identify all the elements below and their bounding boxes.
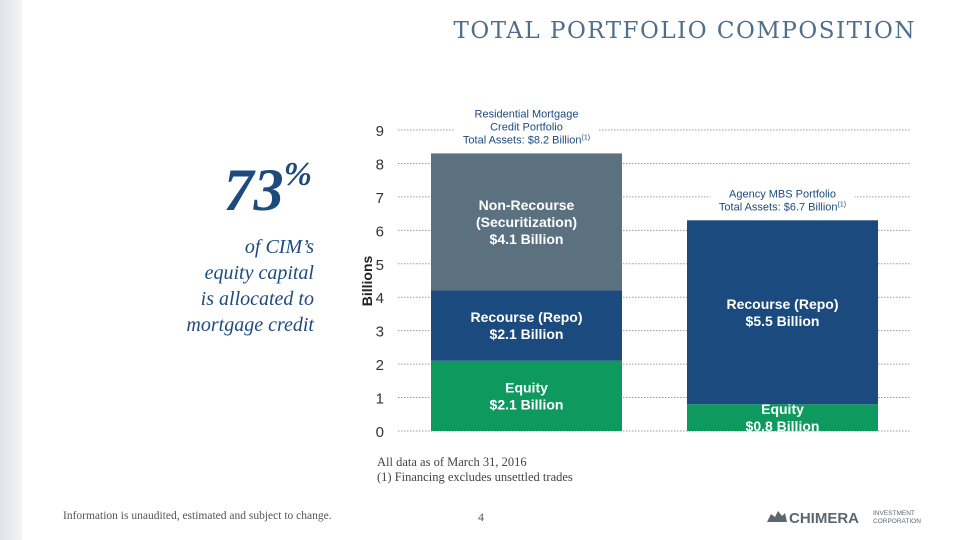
logo-name: CHIMERA: [789, 510, 859, 527]
y-tick-label: 7: [376, 190, 384, 207]
bar-data-label: $2.1 Billion: [490, 326, 564, 342]
bar-data-label: Equity: [505, 379, 548, 395]
logo-sub-line: INVESTMENT: [873, 510, 915, 517]
bar-data-label: $4.1 Billion: [490, 231, 564, 247]
highlight-line: of CIM’s: [244, 236, 314, 258]
highlight-line: mortgage credit: [186, 314, 314, 336]
chimera-lion-icon: [767, 511, 787, 522]
bar-data-label: $0.8 Billion: [746, 418, 820, 434]
y-tick-label: 3: [376, 324, 384, 341]
highlight-caption: of CIM’s equity capital is allocated to …: [94, 234, 314, 338]
portfolio-header-line: Total Assets: $6.7 Billion(1): [719, 201, 846, 213]
portfolio-header-line: Agency MBS Portfolio: [729, 188, 836, 200]
footer-disclaimer: Information is unaudited, estimated and …: [63, 510, 332, 522]
logo-sub-line: CORPORATION: [873, 518, 921, 525]
chart-notes: All data as of March 31, 2016 (1) Financ…: [377, 455, 573, 485]
y-tick-label: 6: [376, 223, 384, 240]
bar-data-label: Equity: [761, 401, 804, 417]
y-tick-label: 1: [376, 391, 384, 408]
bar-data-label: (Securitization): [476, 214, 577, 230]
footnote-marker: (1): [582, 134, 591, 141]
chimera-logo: CHIMERA INVESTMENT CORPORATION: [767, 510, 921, 527]
bar-segment: [431, 360, 622, 431]
bar-data-label: $5.5 Billion: [746, 313, 820, 329]
y-tick-label: 2: [376, 357, 384, 374]
highlight-line: is allocated to: [200, 288, 314, 310]
bar-data-label: Recourse (Repo): [726, 296, 838, 312]
y-tick-label: 5: [376, 257, 384, 274]
slide-title: TOTAL PORTFOLIO COMPOSITION: [453, 18, 916, 44]
highlight-percentage: 73%: [223, 157, 312, 223]
note-line: All data as of March 31, 2016: [377, 455, 527, 469]
portfolio-header-line: Total Assets: $8.2 Billion(1): [463, 134, 590, 146]
highlight-value: 73: [223, 157, 284, 223]
bar-segment: [431, 153, 622, 291]
y-tick-label: 9: [376, 123, 384, 140]
highlight-unit: %: [283, 156, 312, 193]
portfolio-header-line: Residential Mortgage: [475, 108, 579, 120]
bar-data-label: Recourse (Repo): [470, 309, 582, 325]
left-decorative-band: [0, 0, 22, 540]
footnote-marker: (1): [838, 201, 847, 208]
bar-segment: [687, 404, 878, 431]
highlight-line: equity capital: [204, 262, 314, 284]
note-line: (1) Financing excludes unsettled trades: [377, 470, 573, 484]
y-axis-label: Billions: [359, 256, 375, 307]
y-tick-label: 8: [376, 156, 384, 173]
page-number: 4: [478, 510, 484, 524]
header-background: [454, 105, 599, 149]
bar-data-label: $2.1 Billion: [490, 396, 564, 412]
header-background: [710, 185, 855, 216]
y-tick-label: 0: [376, 424, 384, 441]
bar-segment: [431, 290, 622, 361]
bar-segment: [687, 220, 878, 405]
portfolio-header-line: Credit Portfolio: [490, 121, 563, 133]
bar-data-label: Non-Recourse: [479, 197, 575, 213]
y-tick-label: 4: [376, 290, 384, 307]
